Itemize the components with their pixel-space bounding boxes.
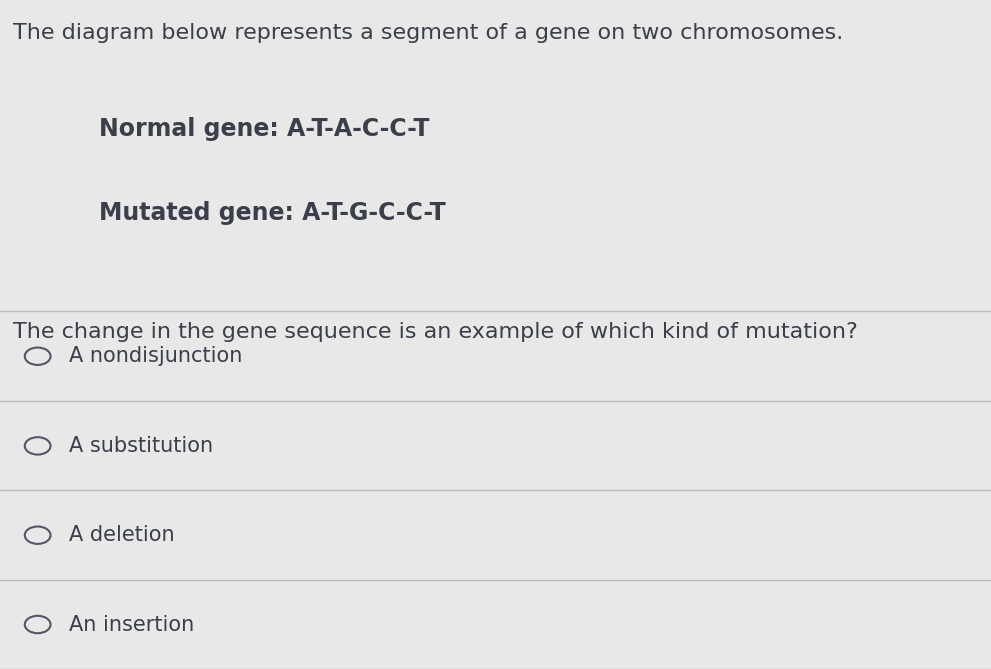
- Text: A substitution: A substitution: [69, 436, 213, 456]
- Text: The change in the gene sequence is an example of which kind of mutation?: The change in the gene sequence is an ex…: [13, 322, 857, 343]
- Text: A nondisjunction: A nondisjunction: [69, 347, 243, 366]
- Text: An insertion: An insertion: [69, 615, 194, 634]
- Text: The diagram below represents a segment of a gene on two chromosomes.: The diagram below represents a segment o…: [13, 23, 843, 43]
- Text: Normal gene: A-T-A-C-C-T: Normal gene: A-T-A-C-C-T: [99, 117, 430, 141]
- Text: Mutated gene: A-T-G-C-C-T: Mutated gene: A-T-G-C-C-T: [99, 201, 446, 225]
- Text: A deletion: A deletion: [69, 525, 175, 545]
